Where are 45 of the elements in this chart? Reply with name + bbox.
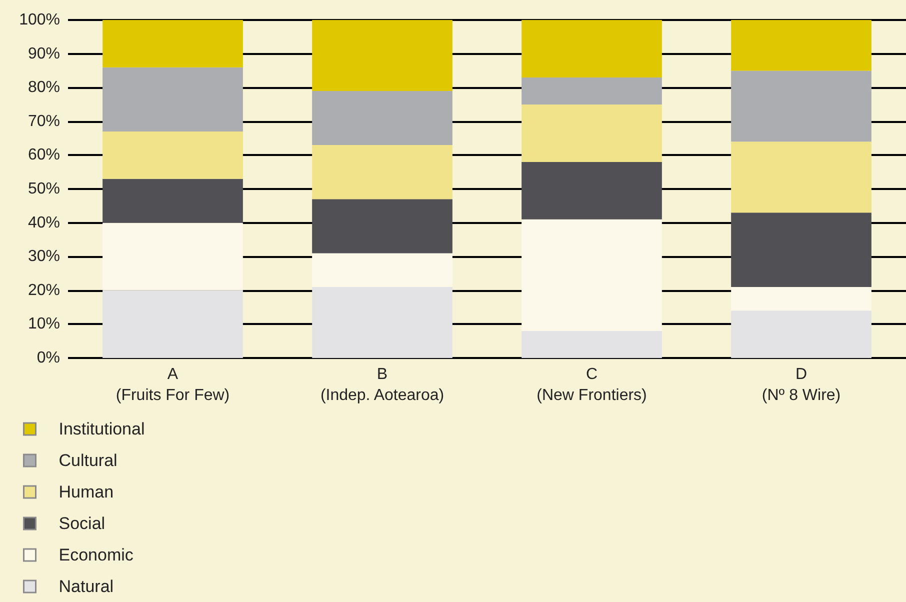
bar bbox=[312, 90, 452, 146]
y-tick-label: 50% bbox=[28, 180, 60, 198]
bar bbox=[522, 77, 662, 104]
bar bbox=[522, 20, 662, 78]
y-tick-label: 70% bbox=[28, 112, 60, 130]
bar bbox=[102, 290, 243, 358]
y-tick-label: 80% bbox=[28, 79, 60, 96]
y-tick-label: 40% bbox=[28, 214, 60, 232]
x-tick-label: D (Nº 8 Wire) bbox=[762, 366, 841, 404]
bar bbox=[731, 310, 872, 358]
bar bbox=[522, 104, 662, 162]
bar bbox=[731, 142, 872, 213]
bar bbox=[731, 70, 872, 142]
bar bbox=[731, 212, 872, 288]
bar bbox=[102, 20, 243, 68]
bar bbox=[312, 145, 452, 200]
bar bbox=[312, 253, 452, 288]
bar bbox=[522, 219, 662, 331]
bar bbox=[102, 222, 243, 290]
bar bbox=[731, 20, 872, 71]
x-tick-label: C (New Frontiers) bbox=[536, 366, 647, 404]
bar bbox=[522, 330, 662, 358]
y-tick-label: 20% bbox=[28, 282, 60, 299]
y-tick-label: 10% bbox=[28, 316, 60, 333]
bar bbox=[102, 178, 243, 223]
x-tick-label: B (Indep. Aotearoa) bbox=[320, 366, 444, 404]
bar bbox=[102, 67, 243, 132]
bar bbox=[312, 20, 452, 91]
x-tick-label: A (Fruits For Few) bbox=[116, 366, 230, 404]
legend-label: Natural bbox=[58, 577, 114, 596]
y-tick-label: 60% bbox=[28, 146, 60, 164]
legend-label: Cultural bbox=[58, 451, 118, 470]
legend-label: Economic bbox=[58, 546, 134, 564]
legend-label: Institutional bbox=[58, 420, 145, 438]
y-tick-label: 90% bbox=[28, 45, 60, 62]
y-tick-label: 0% bbox=[36, 350, 60, 366]
legend-label: Human bbox=[58, 482, 114, 502]
bar bbox=[312, 287, 452, 358]
bar bbox=[312, 199, 452, 254]
bar bbox=[102, 132, 243, 179]
legend-label: Social bbox=[58, 514, 106, 533]
y-tick-label: 100% bbox=[19, 12, 60, 28]
bar bbox=[731, 287, 872, 311]
bar bbox=[522, 162, 662, 220]
y-tick-label: 30% bbox=[28, 248, 60, 266]
